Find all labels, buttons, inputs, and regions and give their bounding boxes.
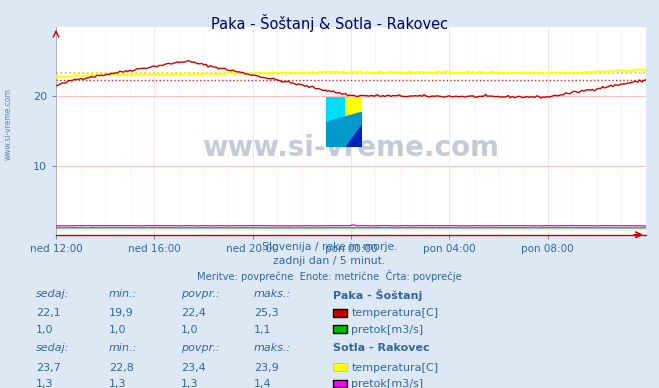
Text: min.:: min.: — [109, 289, 137, 299]
Text: www.si-vreme.com: www.si-vreme.com — [202, 133, 500, 161]
Text: Meritve: povprečne  Enote: metrične  Črta: povprečje: Meritve: povprečne Enote: metrične Črta:… — [197, 270, 462, 282]
Text: zadnji dan / 5 minut.: zadnji dan / 5 minut. — [273, 256, 386, 266]
Text: 1,3: 1,3 — [36, 379, 54, 388]
Text: maks.:: maks.: — [254, 343, 291, 353]
Text: Sotla - Rakovec: Sotla - Rakovec — [333, 343, 430, 353]
Text: sedaj:: sedaj: — [36, 343, 70, 353]
Text: Slovenija / reke in morje.: Slovenija / reke in morje. — [262, 242, 397, 253]
Text: Paka - Šoštanj: Paka - Šoštanj — [333, 289, 422, 301]
Text: 1,3: 1,3 — [109, 379, 127, 388]
Text: povpr.:: povpr.: — [181, 289, 219, 299]
Text: 22,8: 22,8 — [109, 363, 134, 373]
Text: povpr.:: povpr.: — [181, 343, 219, 353]
Text: sedaj:: sedaj: — [36, 289, 70, 299]
Text: 19,9: 19,9 — [109, 308, 134, 319]
Text: pretok[m3/s]: pretok[m3/s] — [351, 325, 423, 335]
Text: Paka - Šoštanj & Sotla - Rakovec: Paka - Šoštanj & Sotla - Rakovec — [211, 14, 448, 31]
Bar — [344, 97, 362, 147]
Polygon shape — [326, 112, 362, 147]
Text: 1,0: 1,0 — [36, 325, 54, 335]
Text: 1,0: 1,0 — [181, 325, 199, 335]
Text: temperatura[C]: temperatura[C] — [351, 308, 438, 319]
Text: 23,7: 23,7 — [36, 363, 61, 373]
Text: pretok[m3/s]: pretok[m3/s] — [351, 379, 423, 388]
Text: min.:: min.: — [109, 343, 137, 353]
Text: 1,1: 1,1 — [254, 325, 272, 335]
Text: 1,0: 1,0 — [109, 325, 127, 335]
Text: 22,1: 22,1 — [36, 308, 61, 319]
Text: 25,3: 25,3 — [254, 308, 278, 319]
Text: 1,4: 1,4 — [254, 379, 272, 388]
Text: temperatura[C]: temperatura[C] — [351, 363, 438, 373]
Text: maks.:: maks.: — [254, 289, 291, 299]
Text: 1,3: 1,3 — [181, 379, 199, 388]
Polygon shape — [326, 122, 362, 147]
Text: 23,4: 23,4 — [181, 363, 206, 373]
Text: 23,9: 23,9 — [254, 363, 279, 373]
Text: www.si-vreme.com: www.si-vreme.com — [3, 88, 13, 160]
Text: 22,4: 22,4 — [181, 308, 206, 319]
Bar — [326, 97, 344, 147]
